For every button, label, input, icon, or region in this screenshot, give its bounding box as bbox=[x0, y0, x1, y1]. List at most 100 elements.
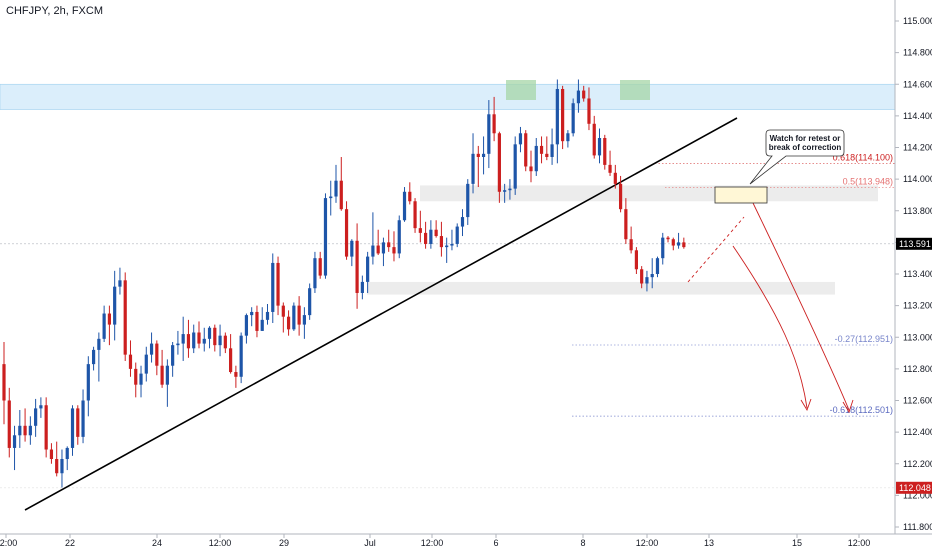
candle-body bbox=[197, 332, 201, 344]
x-tick-label: 8 bbox=[580, 538, 585, 548]
x-tick-label: 13 bbox=[704, 538, 714, 548]
candle-body bbox=[260, 319, 264, 331]
candle-body bbox=[2, 364, 6, 401]
candle-body bbox=[102, 313, 106, 339]
fib-level-label: 0.618(114.100) bbox=[833, 152, 893, 162]
x-tick-label: 12:00 bbox=[0, 538, 17, 548]
candle-body bbox=[229, 348, 233, 373]
y-tick-label: 113.200 bbox=[903, 301, 932, 311]
candle-body bbox=[613, 172, 617, 184]
candle-body bbox=[397, 220, 401, 254]
candle-body bbox=[376, 245, 380, 254]
candle-body bbox=[445, 245, 449, 248]
ascending-trendline bbox=[24, 117, 738, 511]
candle-body bbox=[70, 408, 75, 448]
price-badge bbox=[896, 237, 932, 250]
candle-body bbox=[355, 240, 359, 293]
candle-body bbox=[634, 250, 638, 270]
x-tick-label: 6 bbox=[493, 538, 498, 548]
candle-body bbox=[60, 459, 64, 474]
candle-body bbox=[271, 262, 275, 312]
candle-body bbox=[339, 180, 343, 210]
candle-body bbox=[265, 311, 270, 320]
candle-body bbox=[281, 305, 285, 317]
candle-body bbox=[418, 228, 422, 233]
candle-body bbox=[640, 269, 644, 284]
y-tick-label: 111.800 bbox=[903, 522, 932, 532]
candle-body bbox=[86, 364, 90, 401]
y-tick-label: 112.600 bbox=[903, 396, 932, 406]
candle-body bbox=[49, 449, 54, 460]
y-tick-label: 112.000 bbox=[903, 490, 932, 500]
candle-body bbox=[286, 316, 291, 330]
candle-body bbox=[292, 305, 296, 330]
candle-body bbox=[439, 236, 444, 248]
x-tick-label: 29 bbox=[279, 538, 289, 548]
candle-body bbox=[149, 343, 154, 355]
candle-body bbox=[676, 242, 681, 246]
candle-body bbox=[91, 349, 96, 365]
candle-body bbox=[323, 198, 328, 276]
x-tick-label: 12:00 bbox=[209, 538, 232, 548]
candle-body bbox=[434, 229, 438, 237]
candle-body bbox=[524, 133, 528, 167]
arrowhead-icon bbox=[800, 398, 812, 412]
candle-body bbox=[682, 242, 686, 248]
candle-body bbox=[76, 408, 80, 437]
candle-body bbox=[160, 365, 164, 385]
candle-body bbox=[650, 274, 654, 278]
y-tick-label: 114.400 bbox=[903, 111, 932, 121]
candle-body bbox=[597, 138, 602, 156]
candle-body bbox=[234, 372, 238, 377]
candle-body bbox=[181, 334, 185, 344]
callout-bubble bbox=[749, 129, 845, 185]
candle-body bbox=[408, 191, 412, 202]
candle-body bbox=[592, 123, 596, 156]
y-tick-label: 114.600 bbox=[903, 79, 932, 89]
candle-body bbox=[661, 237, 665, 259]
trendlines bbox=[24, 117, 738, 511]
candle-body bbox=[350, 240, 354, 257]
candle-body bbox=[534, 145, 538, 172]
chart-title: CHFJPY, 2h, FXCM bbox=[6, 5, 103, 17]
candle-body bbox=[618, 183, 623, 210]
candle-body bbox=[28, 425, 32, 436]
candle-body bbox=[318, 258, 322, 276]
candle-body bbox=[513, 144, 517, 189]
y-tick-label: 112.800 bbox=[903, 364, 932, 374]
candle-body bbox=[576, 90, 581, 104]
candle-body bbox=[655, 258, 660, 274]
candle-body bbox=[487, 114, 491, 154]
candle-body bbox=[539, 145, 544, 154]
candle-body bbox=[165, 365, 169, 385]
candle-body bbox=[424, 232, 428, 244]
candle-body bbox=[18, 425, 22, 436]
candle-body bbox=[12, 435, 17, 448]
fib-level-label: -0.618(112.501) bbox=[830, 405, 893, 415]
y-tick-label: 114.000 bbox=[903, 174, 932, 184]
candle-body bbox=[518, 133, 523, 145]
y-tick-label: 113.400 bbox=[903, 269, 932, 279]
x-tick-label: 12:00 bbox=[636, 538, 659, 548]
candle-body bbox=[529, 166, 533, 172]
candle-body bbox=[381, 242, 386, 254]
candle-body bbox=[455, 226, 459, 244]
candle-body bbox=[629, 239, 633, 251]
candle-body bbox=[566, 133, 570, 142]
x-tick-label: 15 bbox=[792, 538, 802, 548]
candle-body bbox=[366, 256, 370, 282]
candle-body bbox=[571, 103, 575, 134]
candle-body bbox=[329, 196, 333, 199]
x-tick-label: 12:00 bbox=[421, 538, 444, 548]
resistance-zone bbox=[0, 83, 896, 110]
candle-body bbox=[466, 183, 470, 218]
arrowhead-icon bbox=[842, 399, 854, 414]
candle-body bbox=[128, 354, 133, 369]
candle-body bbox=[244, 315, 249, 336]
candle-body bbox=[450, 243, 454, 246]
candle-body bbox=[218, 335, 222, 346]
callout-text: break of correction bbox=[769, 143, 842, 152]
projection-arrow-long bbox=[752, 202, 850, 411]
candle-body bbox=[276, 262, 280, 306]
